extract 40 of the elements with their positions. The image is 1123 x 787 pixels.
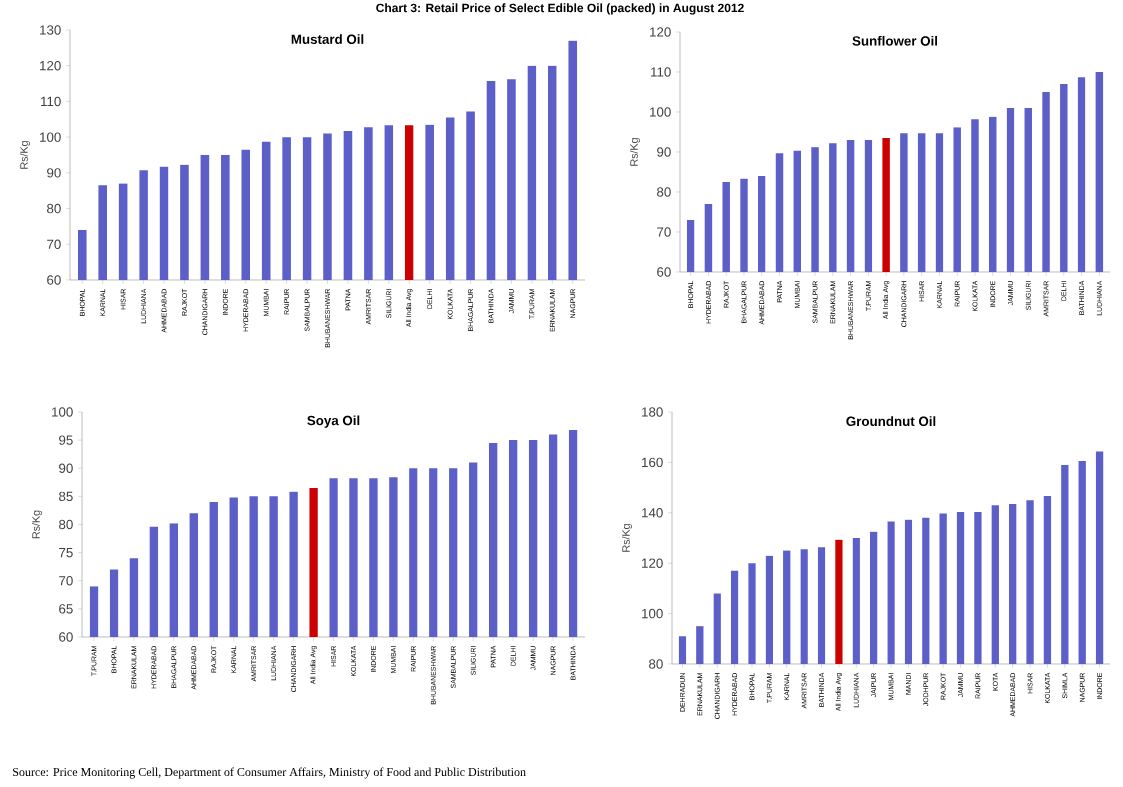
y-tick-label: 65 bbox=[59, 604, 73, 614]
y-tick-label: 80 bbox=[59, 519, 73, 530]
y-tick-label: 90 bbox=[47, 168, 61, 178]
y-tick-label: 130 bbox=[40, 25, 61, 35]
y-tick-label: 75 bbox=[59, 547, 73, 558]
chart-title: Soya Oil bbox=[307, 415, 360, 428]
y-tick-label: 110 bbox=[41, 96, 61, 107]
y-tick-label: 120 bbox=[40, 60, 61, 71]
y-axis-title: Rs/Kg bbox=[31, 510, 42, 539]
y-tick-label: 95 bbox=[59, 435, 73, 445]
y-tick-label: 160 bbox=[642, 457, 663, 468]
y-tick-label: 110 bbox=[651, 67, 671, 77]
y-tick-label: 100 bbox=[642, 608, 663, 619]
y-tick-label: 100 bbox=[40, 132, 61, 142]
y-tick-label: 60 bbox=[59, 632, 73, 642]
y-tick-label: 80 bbox=[649, 659, 663, 669]
chart-title: Mustard Oil bbox=[291, 34, 364, 44]
y-tick-label: 70 bbox=[47, 239, 61, 249]
caption: Chart 3: Retail Price of Select Edible Oil (packed) in August 2012 bbox=[376, 3, 744, 15]
y-tick-label: 100 bbox=[650, 107, 671, 117]
y-tick-label: 70 bbox=[59, 576, 73, 586]
y-tick-label: 85 bbox=[59, 491, 73, 502]
y-tick-label: 70 bbox=[657, 227, 671, 237]
y-tick-label: 120 bbox=[650, 27, 671, 37]
y-tick-label: 100 bbox=[52, 407, 73, 417]
y-tick-label: 80 bbox=[657, 187, 671, 197]
y-axis-title: Rs/Kg bbox=[629, 138, 640, 166]
chart-title: Sunflower Oil bbox=[852, 35, 938, 46]
y-tick-label: 90 bbox=[59, 463, 73, 473]
source-note: Source: Price Monitoring Cell, Department of Consumer Affairs, Ministry of Food and Public Distribution bbox=[13, 767, 526, 779]
y-tick-label: 60 bbox=[657, 267, 671, 277]
y-tick-label: 120 bbox=[642, 558, 663, 568]
chart-title: Groundnut Oil bbox=[846, 416, 936, 427]
y-tick-label: 140 bbox=[642, 508, 663, 518]
y-axis-title: Rs/Kg bbox=[19, 141, 30, 169]
y-tick-label: 80 bbox=[47, 203, 61, 214]
y-axis-title: Rs/Kg bbox=[621, 524, 632, 552]
y-tick-label: 60 bbox=[47, 275, 61, 285]
y-tick-label: 90 bbox=[657, 147, 671, 157]
y-tick-label: 180 bbox=[642, 407, 663, 417]
